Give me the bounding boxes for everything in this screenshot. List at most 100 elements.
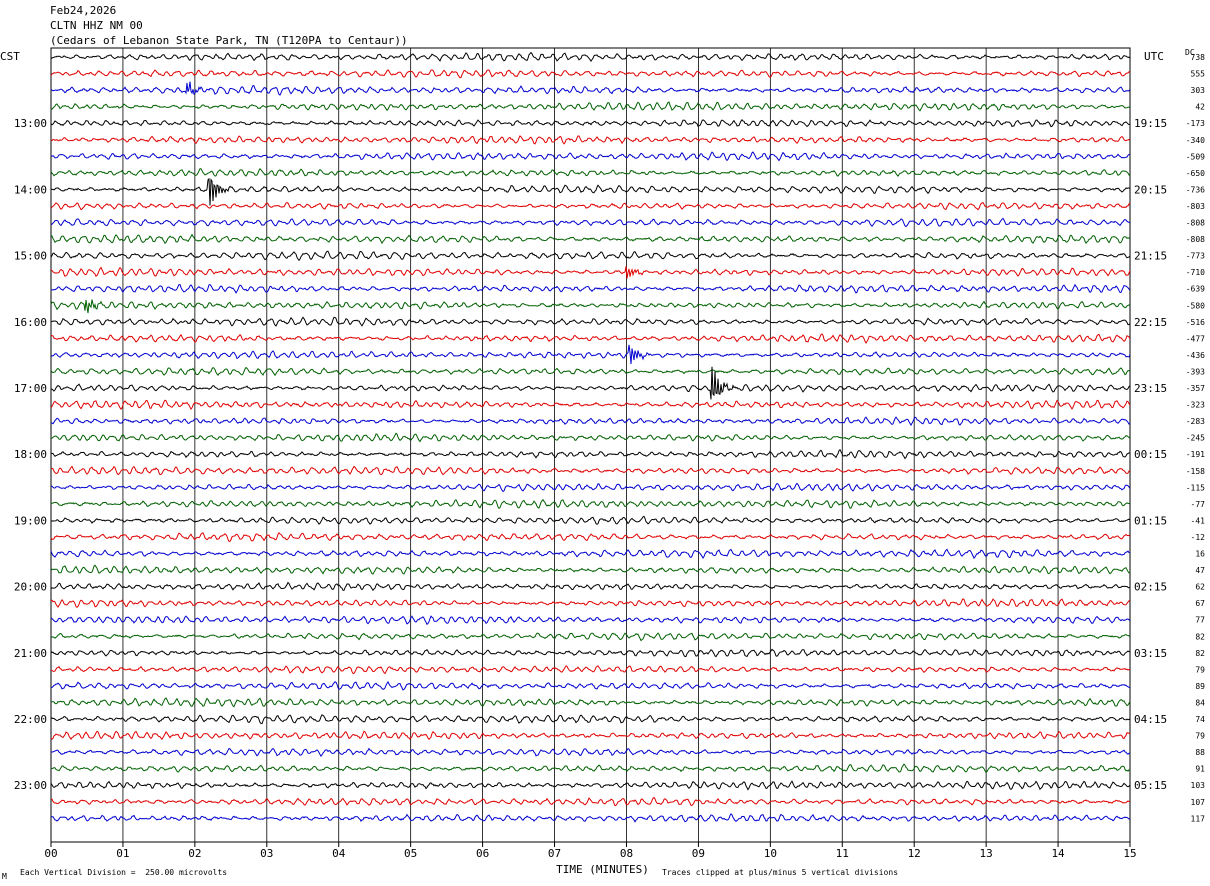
seismic-trace [50, 399, 1131, 411]
dc-offset-label: -736 [1186, 185, 1205, 194]
dc-offset-label: 555 [1191, 70, 1206, 79]
seismic-trace [50, 201, 1131, 211]
dc-offset-label: -115 [1186, 483, 1205, 492]
dc-offset-label: 62 [1195, 583, 1205, 592]
dc-offset-label: 117 [1191, 814, 1206, 823]
seismic-trace [50, 648, 1131, 658]
dc-offset-label: -158 [1186, 467, 1205, 476]
dc-offset-label: 107 [1191, 798, 1206, 807]
dc-offset-label: -509 [1186, 152, 1205, 161]
clip-note: Traces clipped at plus/minus 5 vertical … [662, 868, 899, 877]
right-hour-label: 01:15 [1134, 514, 1167, 527]
seismic-trace [50, 366, 1131, 400]
dc-offset-label: 47 [1195, 566, 1205, 575]
right-hour-label: 21:15 [1134, 250, 1167, 263]
left-timezone-label: CST [0, 50, 20, 63]
dc-offset-label: 88 [1195, 748, 1205, 757]
left-hour-label: 20:00 [14, 581, 47, 594]
seismic-trace [50, 465, 1131, 476]
left-hour-label: 14:00 [14, 183, 47, 196]
dc-offset-label: 84 [1195, 698, 1205, 707]
dc-offset-label: 77 [1195, 616, 1205, 625]
x-tick-label: 02 [188, 847, 201, 860]
x-tick-label: 04 [332, 847, 346, 860]
dc-offset-label: -639 [1186, 285, 1205, 294]
x-axis-title: TIME (MINUTES) [556, 863, 649, 876]
seismic-trace [50, 581, 1131, 592]
right-hour-label: 00:15 [1134, 448, 1167, 461]
seismic-trace [51, 482, 1131, 493]
dc-offset-label: -323 [1186, 401, 1205, 410]
right-hour-label: 02:15 [1134, 581, 1167, 594]
seismic-trace [50, 69, 1131, 79]
seismic-trace [50, 632, 1131, 642]
seismic-trace [50, 266, 1131, 279]
left-hour-label: 21:00 [14, 647, 47, 660]
dc-offset-label: 89 [1195, 682, 1205, 691]
seismic-trace [50, 615, 1131, 626]
seismic-trace [50, 498, 1131, 509]
x-tick-label: 05 [404, 847, 417, 860]
left-hour-label: 23:00 [14, 779, 47, 792]
dc-offset-label: -191 [1186, 450, 1205, 459]
right-hour-label: 03:15 [1134, 647, 1167, 660]
dc-offset-label: 79 [1195, 665, 1205, 674]
left-hour-label: 18:00 [14, 448, 47, 461]
dc-offset-label: -393 [1186, 367, 1205, 376]
x-tick-label: 07 [548, 847, 561, 860]
seismic-trace [50, 448, 1131, 460]
grid-layer [50, 47, 1131, 847]
left-hour-label: 22:00 [14, 713, 47, 726]
dc-header-label: DC [1185, 48, 1195, 57]
seismic-trace [50, 316, 1131, 327]
seismic-trace [50, 217, 1131, 228]
x-tick-label: 00 [44, 847, 57, 860]
header-date: Feb24,2026 [50, 4, 117, 17]
dc-offset-label: -245 [1186, 434, 1205, 443]
x-tick-label: 03 [260, 847, 273, 860]
right-timezone-label: UTC [1144, 50, 1164, 63]
right-hour-label: 19:15 [1134, 117, 1167, 130]
seismic-trace [50, 366, 1131, 377]
seismic-trace [50, 780, 1131, 791]
x-tick-label: 01 [116, 847, 129, 860]
seismic-trace [50, 299, 1131, 314]
x-tick-label: 08 [620, 847, 633, 860]
dc-offset-label: -357 [1186, 384, 1205, 393]
dc-offset-label: -477 [1186, 334, 1205, 343]
header-location: (Cedars of Lebanon State Park, TN (T120P… [50, 34, 408, 47]
dc-offset-label: -436 [1186, 351, 1205, 360]
dc-offset-label: -803 [1186, 202, 1205, 211]
right-hour-label: 05:15 [1134, 779, 1167, 792]
plot-frame [50, 47, 1131, 843]
x-tick-label: 12 [908, 847, 921, 860]
dc-offset-label: 91 [1195, 765, 1205, 774]
seismic-trace [50, 796, 1131, 807]
dc-offset-label: -516 [1186, 318, 1205, 327]
seismic-trace [50, 101, 1131, 112]
dc-offset-label: -41 [1191, 516, 1206, 525]
seismic-trace [50, 344, 1131, 365]
seismic-trace [51, 515, 1131, 525]
seismic-trace [50, 81, 1131, 96]
seismic-trace [50, 680, 1131, 691]
dc-offset-label: 74 [1195, 715, 1205, 724]
seismic-trace [50, 233, 1131, 245]
right-hour-label: 22:15 [1134, 316, 1167, 329]
header-station: CLTN HHZ NM 00 [50, 19, 143, 32]
x-tick-label: 15 [1123, 847, 1136, 860]
left-hour-label: 13:00 [14, 117, 47, 130]
seismic-trace [50, 564, 1131, 575]
dc-offset-label: 103 [1191, 781, 1206, 790]
seismic-trace [50, 763, 1131, 774]
scale-note: Each Vertical Division = 250.00 microvol… [20, 868, 228, 877]
x-tick-label: 13 [980, 847, 993, 860]
seismic-trace [50, 151, 1131, 162]
dc-offset-label: -650 [1186, 169, 1205, 178]
seismic-trace [50, 333, 1131, 345]
dc-offset-label: -77 [1191, 500, 1206, 509]
right-hour-label: 20:15 [1134, 183, 1167, 196]
dc-offset-label: 42 [1195, 103, 1205, 112]
dc-offset-label: 738 [1191, 53, 1206, 62]
